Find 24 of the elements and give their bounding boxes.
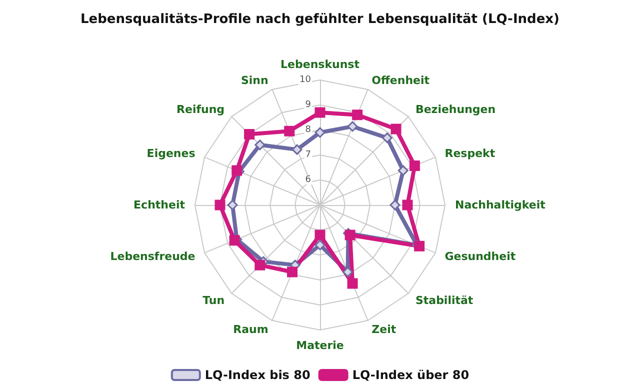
spoke-label: Sinn xyxy=(240,74,268,87)
spoke-label: Offenheit xyxy=(372,74,430,87)
chart-title: Lebensqualitäts-Profile nach gefühlter Lebensqualität (LQ-Index) xyxy=(80,12,560,27)
y-tick-label: 10 xyxy=(300,75,312,85)
y-tick-label: 8 xyxy=(305,125,312,135)
spoke-label: Nachhaltigkeit xyxy=(455,198,546,212)
spoke-label: Raum xyxy=(233,323,268,336)
spoke-label: Gesundheit xyxy=(444,250,516,264)
spoke-label: Beziehungen xyxy=(415,103,496,116)
y-tick-label: 7 xyxy=(305,150,311,160)
legend-label: LQ-Index bis 80 xyxy=(204,368,310,382)
legend-label: LQ-Index über 80 xyxy=(352,368,470,382)
spoke-label: Materie xyxy=(296,339,344,352)
y-tick-label: 9 xyxy=(305,100,312,110)
spoke-label: Tun xyxy=(202,294,225,307)
spoke-label: Stabilität xyxy=(415,294,474,307)
spoke-label: Lebensfreude xyxy=(110,250,196,264)
y-tick-label: 6 xyxy=(305,175,312,185)
spoke-label: Respekt xyxy=(444,146,496,160)
spoke-label: Lebenskunst xyxy=(280,58,360,71)
spoke-label: Echtheit xyxy=(134,198,185,212)
spoke-label: Eigenes xyxy=(146,146,196,160)
spoke-label: Reifung xyxy=(176,103,225,116)
spoke-label: Zeit xyxy=(372,323,396,336)
